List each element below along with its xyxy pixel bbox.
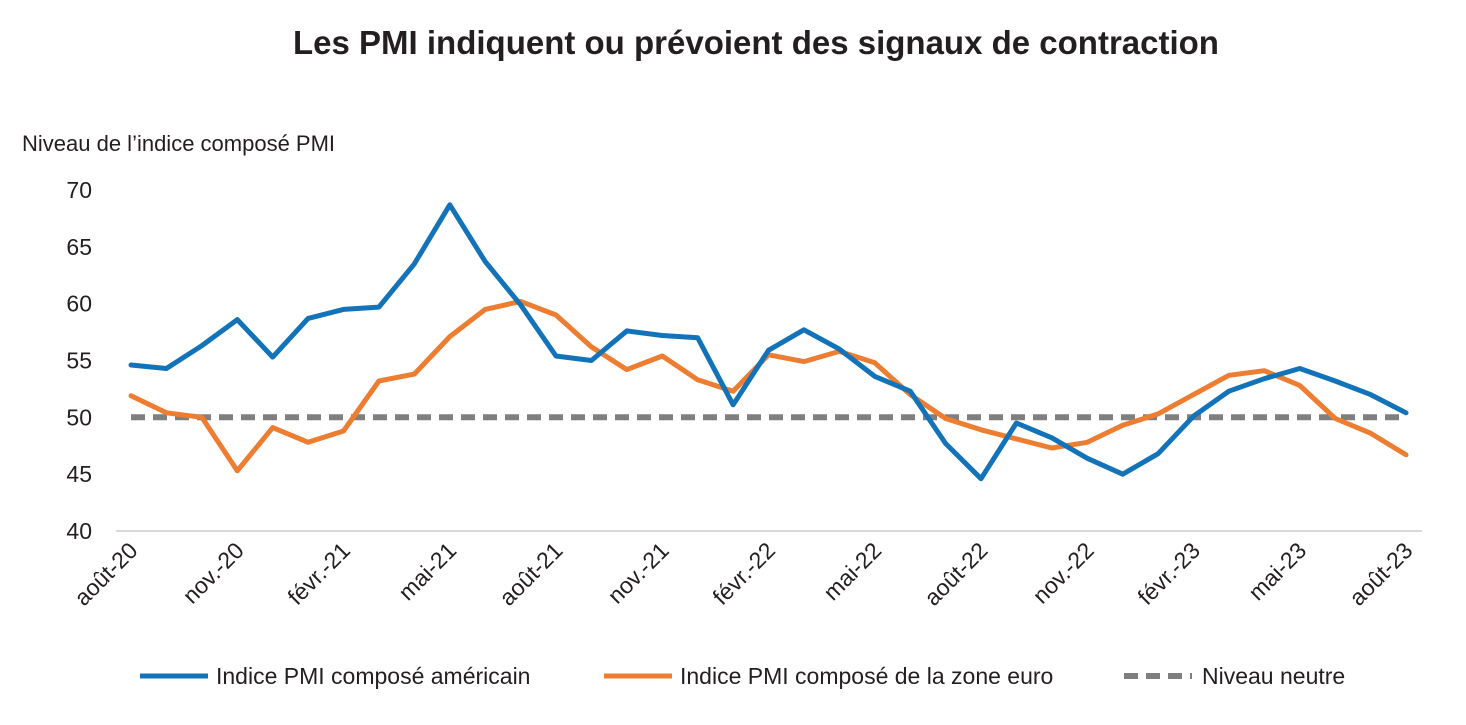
y-tick-labels: 40 45 50 55 60 65 70 xyxy=(66,177,92,544)
y-tick-label: 70 xyxy=(66,177,92,203)
x-tick-labels: août-20 nov.-20 févr.-21 mai-21 août-21 nov.-… xyxy=(69,537,1418,611)
x-tick-label: août-23 xyxy=(1344,537,1418,611)
y-tick-label: 55 xyxy=(66,348,92,374)
x-tick-label: févr.-22 xyxy=(707,537,780,610)
series-lines xyxy=(128,202,1409,482)
x-tick-label: nov.-21 xyxy=(602,537,673,608)
legend-label-2: Niveau neutre xyxy=(1202,663,1345,689)
x-tick-label: mai-21 xyxy=(393,537,461,605)
y-tick-label: 65 xyxy=(66,234,92,260)
y-tick-label: 60 xyxy=(66,291,92,317)
y-tick-label: 40 xyxy=(66,518,92,544)
x-tick-label: févr.-23 xyxy=(1132,537,1205,610)
legend-label-1: Indice PMI composé de la zone euro xyxy=(680,663,1053,689)
x-tick-label: nov.-22 xyxy=(1027,537,1098,608)
x-tick-label: août-22 xyxy=(919,537,993,611)
x-tick-label: août-21 xyxy=(494,537,568,611)
x-tick-label: mai-22 xyxy=(818,537,886,605)
series-line-1 xyxy=(128,298,1409,474)
y-tick-label: 45 xyxy=(66,461,92,487)
chart-title: Les PMI indiquent ou prévoient des signa… xyxy=(293,24,1219,61)
legend: Indice PMI composé américain Indice PMI c… xyxy=(140,663,1345,689)
series-line-0 xyxy=(128,202,1409,482)
y-axis-label: Niveau de l’indice composé PMI xyxy=(22,131,335,156)
legend-label-0: Indice PMI composé américain xyxy=(216,663,530,689)
x-tick-label: nov.-20 xyxy=(177,537,248,608)
x-tick-label: mai-23 xyxy=(1243,537,1311,605)
x-tick-label: août-20 xyxy=(69,537,143,611)
y-tick-label: 50 xyxy=(66,404,92,430)
x-tick-label: févr.-21 xyxy=(282,537,355,610)
